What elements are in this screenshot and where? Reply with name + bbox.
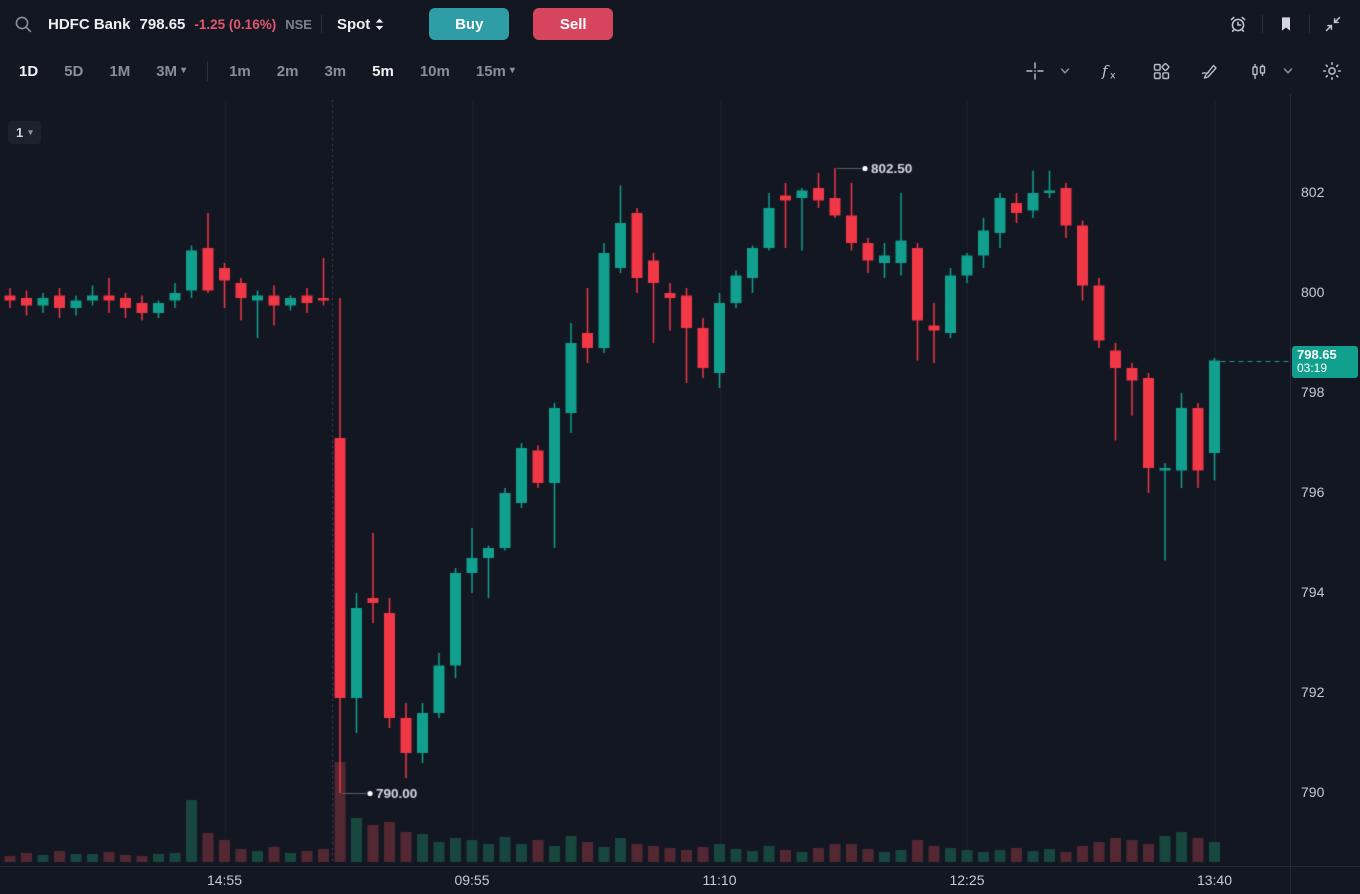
- layout-grid-icon[interactable]: [1148, 58, 1175, 85]
- time-tick-label: 11:10: [702, 872, 737, 888]
- price-tick-label: 800: [1301, 284, 1325, 300]
- interval-label: 10m: [419, 62, 450, 80]
- interval-label: 15m: [475, 62, 506, 80]
- search-icon[interactable]: [10, 11, 37, 38]
- collapse-icon[interactable]: [1320, 11, 1346, 37]
- time-tick-label: 14:55: [206, 872, 243, 888]
- bookmark-icon[interactable]: [1273, 11, 1299, 37]
- time-tick-label: 13:40: [1196, 872, 1233, 888]
- range-3M[interactable]: 3M ▾: [147, 59, 195, 84]
- last-price-badge: 798.65 03:19: [1292, 345, 1358, 379]
- svg-text:x: x: [1110, 71, 1116, 82]
- interval-3m[interactable]: 3m: [315, 59, 355, 84]
- last-traded-price: 798.65: [139, 15, 186, 33]
- instrument-label: Spot: [336, 15, 371, 33]
- price-axis[interactable]: 798.65 03:19 802 800 798 796 794 792 790: [1290, 94, 1360, 894]
- divider: [1262, 15, 1263, 33]
- chevron-down-icon: ▾: [509, 65, 515, 76]
- interval-label: 3m: [324, 62, 347, 80]
- price-tick-label: 794: [1301, 584, 1325, 600]
- sell-button[interactable]: Sell: [533, 8, 614, 40]
- price-tick-label: 798: [1301, 384, 1325, 400]
- price-change: -1.25 (0.16%): [194, 16, 277, 32]
- chart-area: 1 ▾ 798.65 03:19 802 800 798 796 794 792 790 1…: [0, 94, 1360, 894]
- chevron-down-icon[interactable]: [1056, 62, 1074, 80]
- interval-selector-group: 1m 2m 3m 5m 10m 15m ▾: [220, 59, 524, 84]
- interval-5m[interactable]: 5m: [363, 59, 403, 84]
- price-tick-label: 792: [1301, 684, 1325, 700]
- series-count-value: 1: [16, 125, 24, 140]
- range-label: 1D: [19, 62, 39, 80]
- range-label: 3M: [156, 62, 178, 80]
- time-axis[interactable]: 14:55 09:55 11:10 12:25 13:40: [0, 866, 1291, 894]
- series-count-selector[interactable]: 1 ▾: [8, 121, 41, 144]
- badge-countdown: 03:19: [1297, 361, 1328, 376]
- range-selector-group: 1D 5D 1M 3M ▾: [10, 59, 195, 84]
- badge-price: 798.65: [1297, 346, 1337, 362]
- candlestick-chart[interactable]: [0, 94, 1360, 894]
- price-tick-label: 802: [1301, 184, 1325, 200]
- chevron-down-icon: ▾: [28, 127, 33, 137]
- price-tick-label: 790: [1301, 784, 1325, 800]
- exchange-label: NSE: [285, 16, 312, 32]
- time-axis-border: [0, 866, 1360, 867]
- interval-10m[interactable]: 10m: [411, 59, 459, 84]
- range-1M[interactable]: 1M: [100, 59, 139, 84]
- interval-label: 1m: [229, 62, 251, 80]
- symbol-name: HDFC Bank: [48, 15, 131, 33]
- range-label: 1M: [109, 62, 131, 80]
- instrument-selector[interactable]: Spot: [331, 15, 390, 34]
- candle-style-icon[interactable]: [1245, 58, 1272, 85]
- price-tick-label: 796: [1301, 484, 1325, 500]
- divider: [320, 15, 322, 33]
- divider: [1309, 15, 1310, 33]
- chevron-down-icon: ▾: [181, 65, 187, 76]
- sort-arrows-icon: [376, 18, 384, 30]
- buy-button[interactable]: Buy: [429, 8, 510, 40]
- alarm-icon[interactable]: [1224, 10, 1252, 38]
- svg-text:f: f: [1101, 62, 1110, 80]
- divider: [207, 61, 209, 81]
- interval-15m[interactable]: 15m ▾: [467, 59, 524, 84]
- settings-gear-icon[interactable]: [1318, 57, 1346, 85]
- range-label: 5D: [64, 62, 84, 80]
- interval-label: 2m: [276, 62, 299, 80]
- chevron-down-icon[interactable]: [1279, 62, 1297, 80]
- interval-1m[interactable]: 1m: [220, 59, 260, 84]
- draw-icon[interactable]: [1196, 57, 1224, 85]
- time-tick-label: 09:55: [454, 872, 490, 888]
- header-bar: HDFC Bank 798.65 -1.25 (0.16%) NSE Spot …: [0, 0, 1360, 48]
- time-tick-label: 12:25: [949, 872, 985, 888]
- interval-2m[interactable]: 2m: [268, 59, 308, 84]
- range-5D[interactable]: 5D: [55, 59, 92, 84]
- crosshair-icon[interactable]: [1021, 57, 1049, 85]
- range-1D[interactable]: 1D: [10, 59, 47, 84]
- interval-label: 5m: [372, 62, 394, 80]
